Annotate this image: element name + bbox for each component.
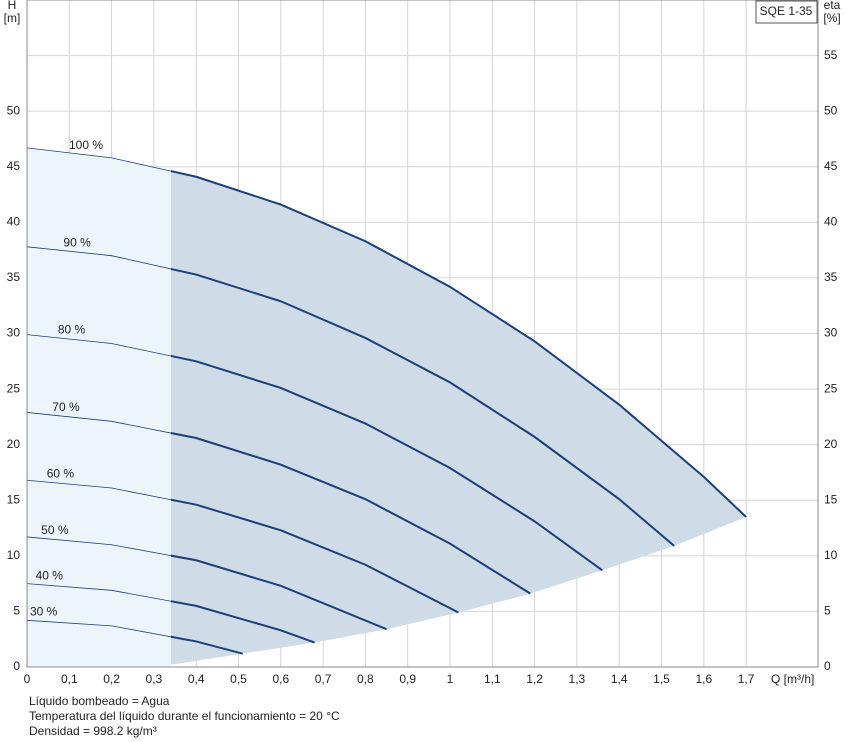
y2-tick-label: 15	[824, 492, 838, 506]
y-tick-label: 5	[13, 604, 20, 618]
x-tick-label: 0,1	[61, 672, 78, 686]
x-tick-label: 1,7	[738, 672, 755, 686]
note: Líquido bombeado = Agua	[29, 694, 170, 708]
curve	[170, 354, 603, 572]
y2-axis-name: eta	[824, 0, 841, 12]
curve-low-flow	[27, 246, 171, 270]
curve-low-flow	[27, 619, 171, 638]
operating-region	[170, 171, 747, 665]
curve-label: 50 %	[41, 523, 69, 537]
x-tick-label: 0,9	[399, 672, 416, 686]
x-tick-label: 1	[447, 672, 454, 686]
y-tick-label: 40	[7, 215, 21, 229]
y2-tick-label: 25	[824, 381, 838, 395]
x-tick-label: 0,3	[146, 672, 163, 686]
curve	[170, 498, 459, 614]
curve-label: 80 %	[58, 323, 86, 337]
x-tick-label: 0,5	[230, 672, 247, 686]
y-tick-label: 45	[7, 159, 21, 173]
curve-label: 60 %	[47, 467, 75, 481]
y-tick-label: 50	[7, 103, 21, 117]
x-tick-label: 0,4	[188, 672, 205, 686]
y-tick-label: 25	[7, 381, 21, 395]
y2-tick-label: 45	[824, 159, 838, 173]
x-tick-label: 1,2	[526, 672, 543, 686]
curve	[170, 635, 243, 655]
y-tick-label: 0	[13, 659, 20, 673]
line-layer	[27, 147, 747, 655]
curve	[170, 554, 387, 631]
x-tick-label: 1,5	[653, 672, 670, 686]
y2-tick-label: 0	[824, 659, 831, 673]
y-tick-label: 15	[7, 492, 21, 506]
curve-low-flow	[27, 583, 171, 602]
y2-tick-label: 10	[824, 548, 838, 562]
y-axis-unit: [m]	[4, 11, 21, 25]
y2-tick-label: 40	[824, 215, 838, 229]
curve-label: 90 %	[63, 235, 91, 249]
y2-tick-label: 55	[824, 48, 838, 62]
light-region	[27, 147, 171, 667]
y2-tick-label: 5	[824, 604, 831, 618]
text-layer: H [m] eta [%] SQE 1-35 Q [m³/h] Líquido …	[4, 0, 841, 738]
curve-low-flow	[27, 147, 171, 172]
curve-label: 70 %	[52, 400, 80, 414]
y-tick-label: 30	[7, 326, 21, 340]
region-layer	[27, 147, 747, 667]
y2-tick-label: 35	[824, 270, 838, 284]
x-tick-label: 0,6	[272, 672, 289, 686]
y2-tick-label: 30	[824, 326, 838, 340]
x-axis-label: Q [m³/h]	[771, 672, 814, 686]
title-box	[755, 0, 818, 24]
curve	[170, 267, 675, 547]
x-tick-label: 1,6	[695, 672, 712, 686]
x-tick-label: 0,7	[315, 672, 332, 686]
x-tick-label: 0,2	[103, 672, 120, 686]
curve-label: 30 %	[30, 605, 58, 619]
curve-low-flow	[27, 479, 171, 501]
curve	[170, 600, 315, 644]
x-tick-label: 1,4	[611, 672, 628, 686]
chart-title: SQE 1-35	[760, 4, 813, 18]
curve-low-flow	[27, 536, 171, 557]
y2-tick-label: 50	[824, 103, 838, 117]
note: Densidad = 998.2 kg/m³	[29, 724, 157, 738]
curve-low-flow	[27, 412, 171, 434]
y-tick-label: 20	[7, 437, 21, 451]
y-tick-label: 10	[7, 548, 21, 562]
note: Temperatura del líquido durante el funci…	[29, 709, 340, 723]
curve-label: 40 %	[36, 569, 64, 583]
curve	[170, 170, 747, 518]
y-tick-label: 35	[7, 270, 21, 284]
curve-label: 100 %	[69, 138, 103, 152]
y-axis-name: H	[8, 0, 17, 12]
x-tick-label: 1,1	[484, 672, 501, 686]
x-tick-label: 0	[24, 672, 31, 686]
plot-frame	[26, 0, 819, 668]
y2-tick-label: 20	[824, 437, 838, 451]
x-tick-label: 0,8	[357, 672, 374, 686]
y2-axis-unit: [%]	[823, 11, 840, 25]
x-tick-label: 1,3	[569, 672, 586, 686]
curve-low-flow	[27, 334, 171, 357]
curve	[170, 431, 531, 595]
